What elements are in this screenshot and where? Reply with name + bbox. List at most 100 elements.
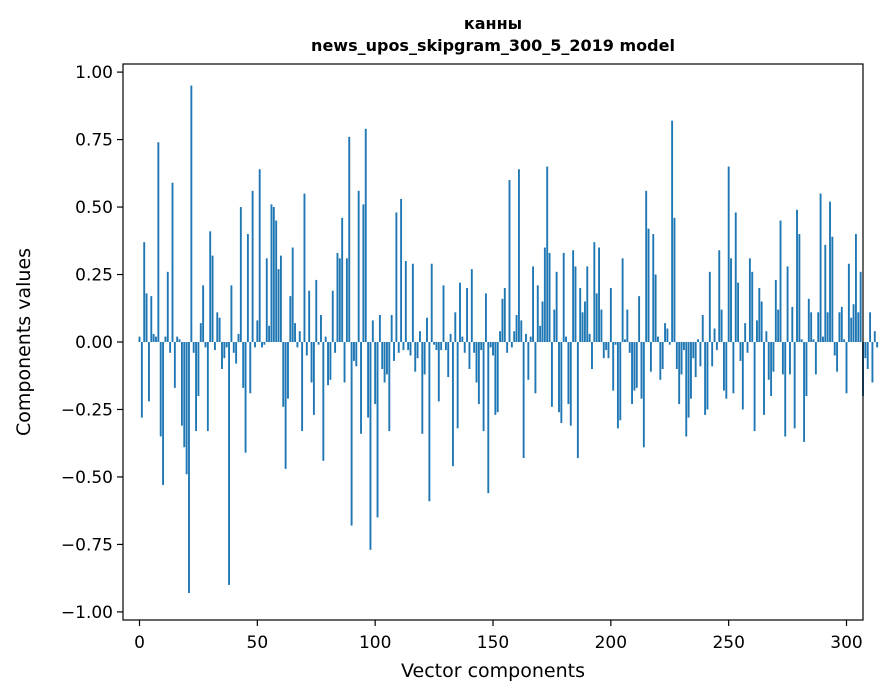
bar-component-204 <box>619 342 622 421</box>
bar-component-2 <box>143 242 146 342</box>
chart-title-line-1: канны <box>464 14 522 33</box>
bar-component-114 <box>407 342 410 351</box>
bar-component-257 <box>744 323 747 342</box>
bar-component-12 <box>166 271 169 342</box>
bar-component-43 <box>239 207 242 342</box>
bar-component-161 <box>517 169 520 342</box>
bar-component-120 <box>421 342 424 434</box>
bar-component-117 <box>414 342 417 372</box>
bar-component-100 <box>374 342 377 405</box>
x-tick-label: 300 <box>830 633 862 653</box>
bar-component-26 <box>199 323 202 342</box>
bar-component-263 <box>758 288 761 342</box>
bar-component-147 <box>484 293 487 342</box>
bar-component-306 <box>859 271 862 342</box>
bar-component-36 <box>223 342 226 359</box>
bar-component-214 <box>642 342 645 448</box>
bar-component-251 <box>730 258 732 342</box>
bar-component-45 <box>244 342 247 453</box>
bar-component-152 <box>496 342 499 413</box>
bar-component-95 <box>362 204 365 342</box>
bar-component-248 <box>723 342 725 391</box>
y-tick-label: 0.75 <box>75 131 113 151</box>
bar-component-235 <box>692 342 695 359</box>
bar-component-277 <box>791 306 794 342</box>
bar-component-285 <box>810 312 813 342</box>
bar-component-32 <box>213 342 216 351</box>
bar-component-141 <box>470 269 473 342</box>
bar-component-185 <box>574 266 577 342</box>
bar-component-291 <box>824 244 827 342</box>
bar-component-246 <box>718 250 721 342</box>
bar-component-270 <box>774 279 777 342</box>
bar-component-14 <box>171 182 174 342</box>
bar-component-7 <box>155 336 157 342</box>
x-axis-label: Vector components <box>401 660 585 682</box>
bar-component-171 <box>541 301 544 342</box>
bar-component-103 <box>381 342 384 369</box>
bar-component-79 <box>324 336 327 342</box>
bar-component-57 <box>272 207 275 342</box>
bar-component-56 <box>270 204 273 342</box>
bar-component-300 <box>845 342 848 394</box>
bar-component-17 <box>178 339 181 342</box>
bar-component-265 <box>763 342 765 415</box>
bar-component-77 <box>320 315 322 342</box>
bar-component-113 <box>404 261 407 342</box>
bar-component-42 <box>237 333 240 342</box>
bar-component-20 <box>185 342 188 475</box>
bar-component-187 <box>579 288 582 342</box>
bar-component-210 <box>633 342 636 391</box>
y-tick-label: −1.00 <box>61 603 113 623</box>
bar-component-22 <box>190 85 193 342</box>
bar-component-305 <box>857 312 860 342</box>
y-tick-label: −0.50 <box>61 468 113 488</box>
bar-component-70 <box>303 193 306 342</box>
bar-component-308 <box>864 342 867 359</box>
bar-component-153 <box>499 331 502 342</box>
bar-component-29 <box>206 342 209 432</box>
bar-component-282 <box>803 342 806 442</box>
bar-component-111 <box>400 198 403 342</box>
bar-component-294 <box>831 236 834 342</box>
bar-component-58 <box>275 220 278 342</box>
bar-component-101 <box>376 342 379 518</box>
bar-component-189 <box>583 301 586 342</box>
bar-component-245 <box>715 342 718 351</box>
bar-component-0 <box>138 336 141 342</box>
bar-component-125 <box>433 342 436 345</box>
bar-component-40 <box>232 342 235 353</box>
bar-component-312 <box>873 331 876 342</box>
bar-component-177 <box>555 271 558 342</box>
bar-component-191 <box>588 333 591 342</box>
bar-component-222 <box>661 342 664 369</box>
bar-component-105 <box>386 342 388 375</box>
bar-component-157 <box>508 180 511 342</box>
bar-component-217 <box>649 342 652 372</box>
bar-component-255 <box>739 342 742 361</box>
y-tick-label: 1.00 <box>75 63 113 83</box>
bar-component-109 <box>395 212 398 342</box>
bar-component-89 <box>348 136 351 342</box>
bar-component-84 <box>336 252 339 342</box>
bar-component-249 <box>725 342 728 399</box>
bar-component-302 <box>850 317 853 342</box>
bar-component-127 <box>437 342 440 402</box>
bar-component-215 <box>645 190 648 342</box>
bar-component-140 <box>468 342 471 369</box>
bar-component-11 <box>164 336 167 342</box>
bar-component-173 <box>546 166 549 342</box>
bar-component-241 <box>706 342 709 410</box>
bar-component-136 <box>459 282 461 342</box>
chart-title-line-2: news_upos_skipgram_300_5_2019 model <box>311 36 675 55</box>
bar-component-180 <box>562 252 565 342</box>
bar-component-49 <box>254 342 256 348</box>
bar-component-78 <box>322 342 325 461</box>
bar-component-142 <box>473 342 476 353</box>
bar-component-122 <box>426 317 428 342</box>
bar-component-134 <box>454 312 457 342</box>
bar-component-21 <box>188 342 190 594</box>
bar-component-203 <box>616 342 619 429</box>
bar-component-169 <box>536 285 539 342</box>
